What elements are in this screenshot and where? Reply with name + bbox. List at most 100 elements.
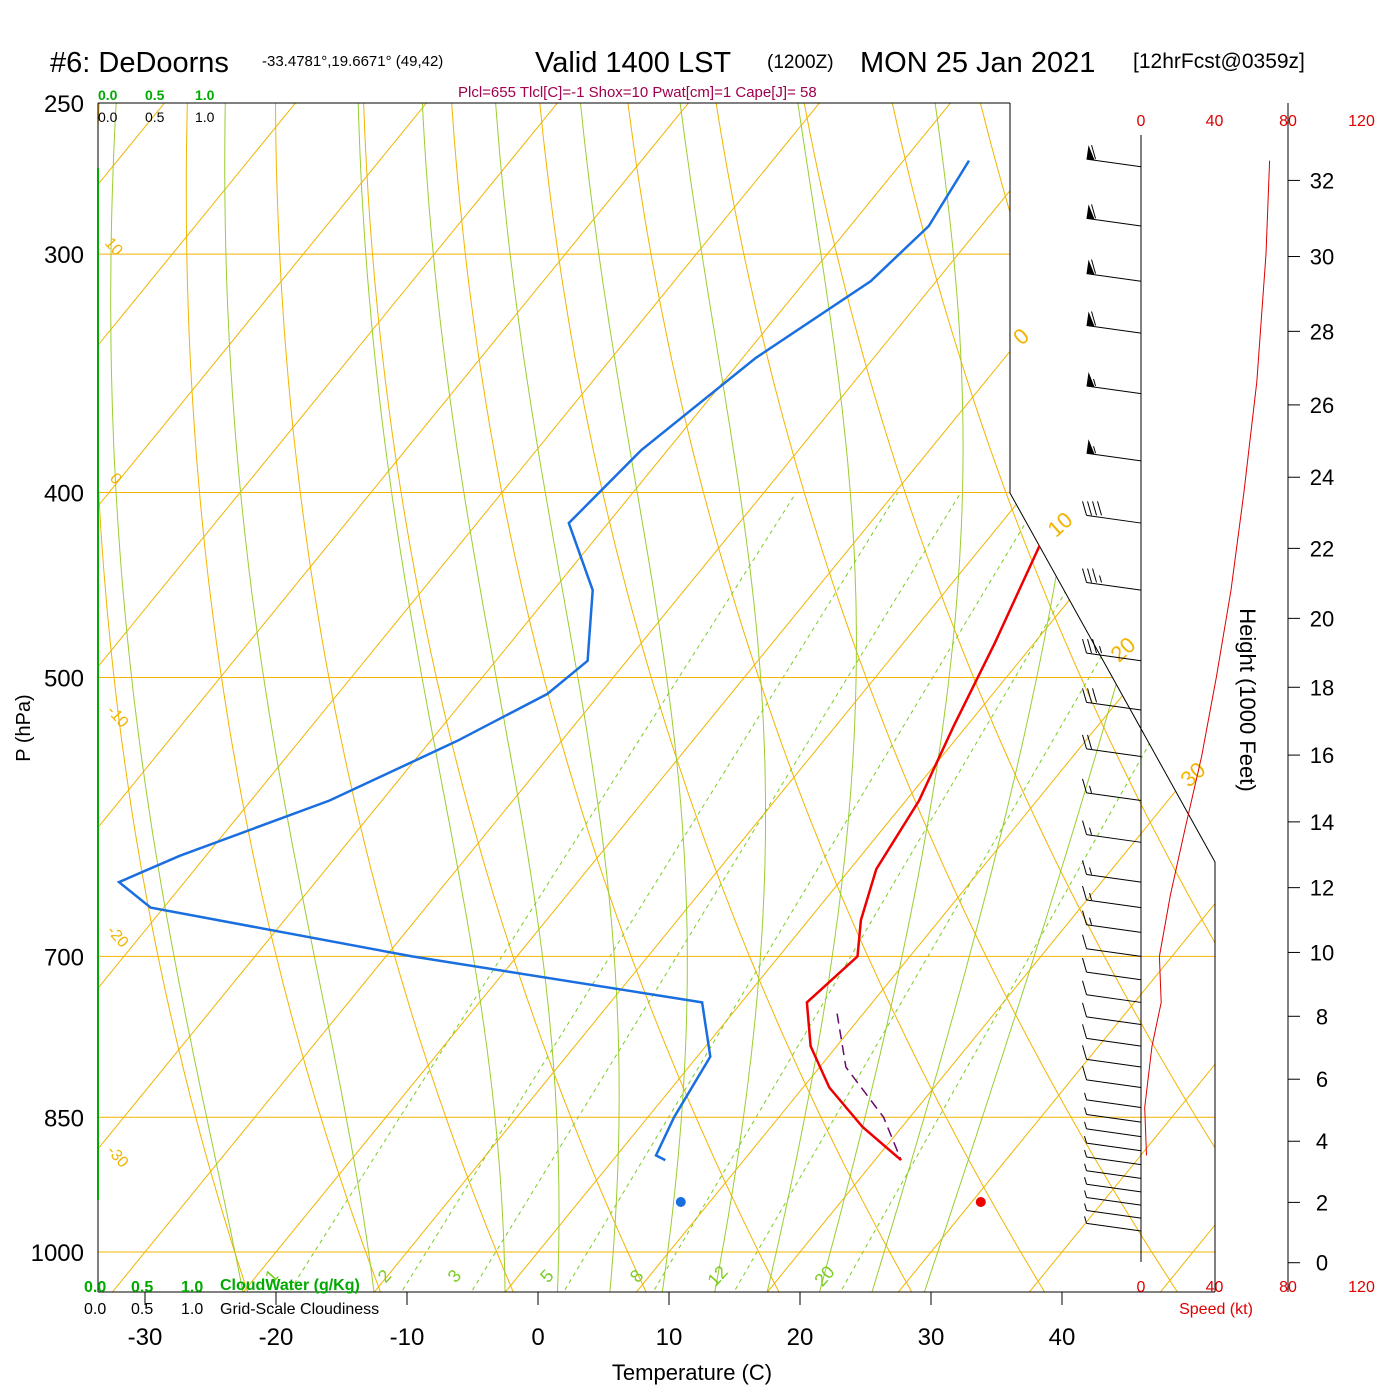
wind-barb-staff xyxy=(1086,1183,1142,1193)
height-tick-label: 16 xyxy=(1310,743,1334,768)
surface-dewpoint-marker xyxy=(675,1197,686,1207)
mixing-ratio-label: 3 xyxy=(444,1266,466,1287)
wind-barb xyxy=(1086,439,1142,462)
wind-barb xyxy=(1082,980,1142,1003)
wind-barb-pennant xyxy=(1086,311,1095,327)
dry-adiabat xyxy=(274,103,531,1292)
wind-barb-pennant xyxy=(1086,259,1095,275)
wind-barb xyxy=(1084,1092,1142,1108)
wind-barb-half-flag xyxy=(1099,575,1103,583)
isotherm-line xyxy=(98,103,586,1292)
isotherm-line xyxy=(98,103,455,1292)
wind-barb-half-flag xyxy=(1084,1107,1088,1115)
height-tick-label: 8 xyxy=(1316,1004,1328,1029)
wind-barb-staff xyxy=(1086,452,1142,462)
wind-barb xyxy=(1082,734,1142,757)
wind-barb-pennant xyxy=(1086,439,1095,455)
wind-barb-flag xyxy=(1082,688,1088,703)
wind-barb xyxy=(1086,371,1142,395)
moist-adiabat xyxy=(818,103,964,1292)
wind-barb-staff xyxy=(1086,873,1142,883)
wind-barb-flag xyxy=(1082,638,1088,654)
speed-axis-label: Speed (kt) xyxy=(1179,1301,1253,1318)
wind-barb xyxy=(1084,1121,1142,1138)
isotherm-line xyxy=(98,103,1110,1292)
wind-barb-pennant xyxy=(1086,204,1095,220)
mixing-ratio-label: 20 xyxy=(810,1262,838,1290)
wind-barb-half-flag xyxy=(1093,446,1097,454)
isotherm-line xyxy=(473,103,1215,1292)
wind-barb-half-flag xyxy=(1089,827,1093,835)
moist-adiabat xyxy=(356,103,506,1292)
moist-adiabat xyxy=(110,103,244,1292)
wind-barb-staff xyxy=(1086,1037,1142,1047)
wind-barb-staff xyxy=(1086,582,1142,591)
wind-barb-staff xyxy=(1086,701,1142,711)
wind-barb-staff xyxy=(1086,924,1142,933)
wind-barb-half-flag xyxy=(1084,1203,1088,1211)
isotherm-label: -10 xyxy=(103,703,131,732)
temp-tick-label: 0 xyxy=(531,1324,544,1351)
top-scale-black-label: 0.0 xyxy=(98,109,118,125)
wind-barb xyxy=(1082,910,1142,933)
height-tick-label: 6 xyxy=(1316,1067,1328,1092)
moist-adiabat xyxy=(766,103,857,1292)
height-tick-label: 10 xyxy=(1310,940,1334,965)
dry-adiabat xyxy=(884,103,1215,1292)
height-tick-label: 4 xyxy=(1316,1129,1328,1154)
wind-barb-flag xyxy=(1082,980,1088,995)
dry-adiabat xyxy=(362,103,666,1292)
indices-text: Plcl=655 Tlcl[C]=-1 Shox=10 Pwat[cm]=1 C… xyxy=(458,84,817,101)
temp-tick-label: -20 xyxy=(259,1324,294,1351)
wind-barb-staff xyxy=(1086,273,1142,282)
coords-text: -33.4781°,19.6671° (49,42) xyxy=(262,53,443,70)
wind-barb-flag xyxy=(1082,1024,1088,1039)
isotherm-label: -30 xyxy=(103,1143,131,1172)
wind-barb xyxy=(1084,1135,1142,1152)
wind-barb xyxy=(1082,501,1142,524)
isotherm-label: 0 xyxy=(1008,323,1034,350)
wind-barb xyxy=(1082,1045,1142,1068)
wind-barb xyxy=(1084,1190,1142,1206)
height-tick-label: 2 xyxy=(1316,1190,1328,1215)
wind-barb-half-flag xyxy=(1089,785,1093,793)
height-tick-label: 20 xyxy=(1310,606,1334,631)
height-tick-label: 28 xyxy=(1310,319,1334,344)
temp-tick-label: -10 xyxy=(390,1324,425,1351)
isotherm-line xyxy=(866,103,1215,1292)
dry-adiabat xyxy=(971,103,1215,1292)
temp-tick-label: 40 xyxy=(1049,1324,1076,1351)
wind-barb-staff xyxy=(1086,971,1142,981)
wind-barb xyxy=(1084,1177,1142,1193)
height-tick-label: 30 xyxy=(1310,245,1334,270)
wind-barb-half-flag xyxy=(1089,917,1093,925)
wind-barb-flag xyxy=(1082,1065,1088,1081)
wind-barb xyxy=(1082,1065,1142,1089)
wind-barb-flag xyxy=(1082,778,1088,793)
isotherm-label: 30 xyxy=(1176,757,1211,792)
cloudwater-label: CloudWater (g/Kg) xyxy=(220,1277,360,1294)
wind-barb xyxy=(1084,1149,1142,1166)
wind-barb xyxy=(1086,144,1142,168)
top-scale-green-label: 0.5 xyxy=(145,87,165,103)
moist-adiabat xyxy=(420,103,560,1292)
wind-barb-half-flag xyxy=(1084,1092,1088,1100)
height-tick-label: 0 xyxy=(1316,1251,1328,1276)
speed-tick-top: 40 xyxy=(1206,113,1224,130)
mixing-ratio-label: 8 xyxy=(626,1266,648,1287)
wind-barb xyxy=(1086,204,1142,227)
parcel-trace-line xyxy=(836,1013,902,1161)
wind-barb-staff xyxy=(1086,1156,1142,1166)
dry-adiabat xyxy=(98,103,262,1292)
temp-tick-label: 10 xyxy=(656,1324,683,1351)
wind-barb xyxy=(1082,957,1142,981)
speed-tick-top: 0 xyxy=(1137,113,1146,130)
wind-barb-half-flag xyxy=(1093,378,1097,387)
wind-barb-staff xyxy=(1086,1128,1142,1138)
wind-barb-flag xyxy=(1082,957,1088,973)
wind-barb-staff xyxy=(1086,158,1142,168)
wind-barb-flag xyxy=(1092,638,1098,654)
right-boundary xyxy=(1009,103,1216,1292)
wind-barb-half-flag xyxy=(1099,645,1103,654)
